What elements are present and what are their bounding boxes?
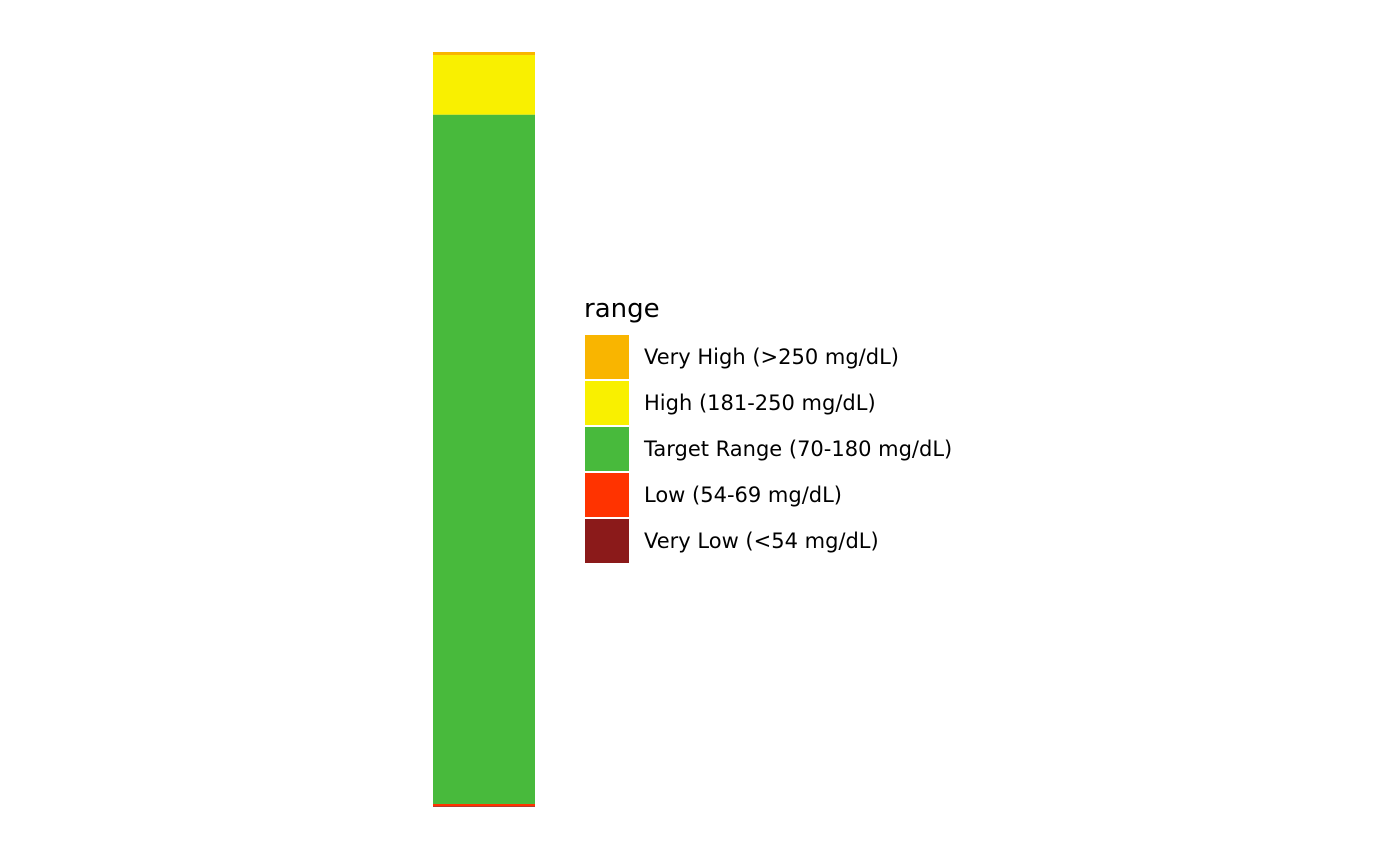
bar-segment-0 bbox=[433, 806, 535, 807]
legend-key-4 bbox=[583, 517, 631, 565]
legend-label-3: Low (54-69 mg/dL) bbox=[644, 483, 842, 507]
bar-stack bbox=[433, 52, 535, 807]
legend-label-2: Target Range (70-180 mg/dL) bbox=[643, 437, 952, 461]
bar-segment-1 bbox=[433, 803, 535, 807]
bar-segment-3 bbox=[433, 55, 535, 115]
legend-key-2 bbox=[583, 425, 631, 473]
legend-label-4: Very Low (<54 mg/dL) bbox=[644, 529, 879, 553]
legend-key-0 bbox=[583, 333, 631, 381]
legend-label-0: Very High (>250 mg/dL) bbox=[644, 345, 899, 369]
legend-items: Very High (>250 mg/dL) High (181-250 mg/d… bbox=[583, 333, 952, 565]
legend-key-3 bbox=[583, 471, 631, 519]
legend: range Very High (>250 mg/dL) High (181-25… bbox=[583, 294, 952, 565]
legend-label-1: High (181-250 mg/dL) bbox=[644, 391, 876, 415]
bar-segment-4 bbox=[433, 52, 535, 56]
legend-title: range bbox=[584, 294, 660, 324]
bar-segment-2 bbox=[433, 114, 535, 804]
legend-key-1 bbox=[583, 379, 631, 427]
